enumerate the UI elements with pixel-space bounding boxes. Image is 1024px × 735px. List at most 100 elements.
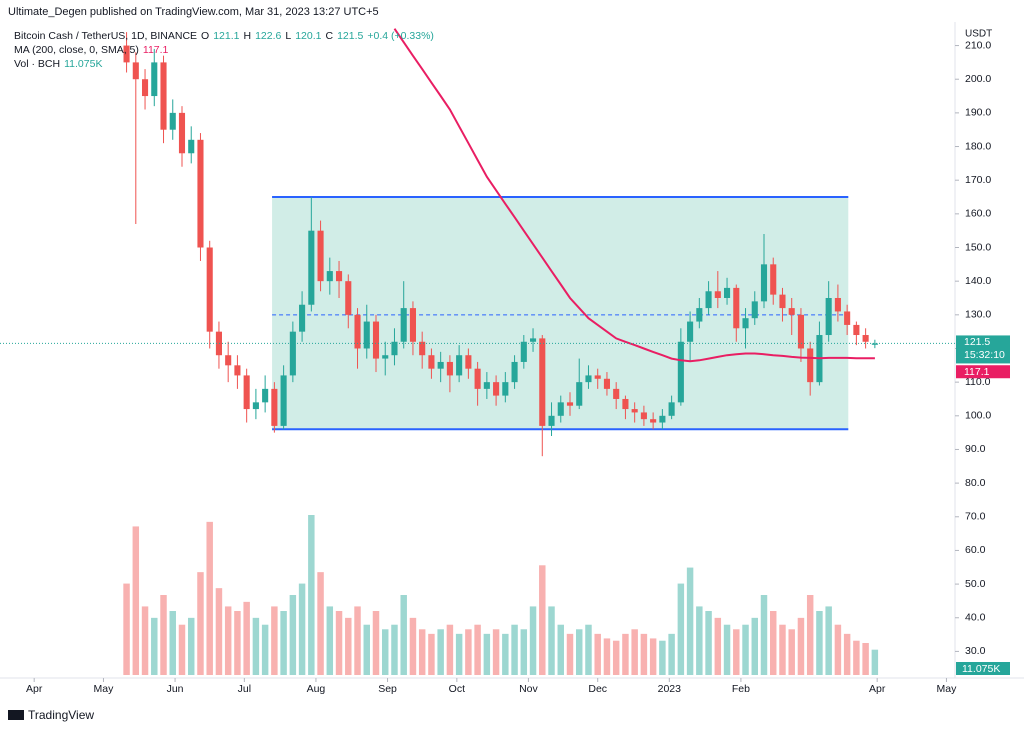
y-tick-label: 70.0 [965, 511, 986, 523]
x-tick-label: May [937, 683, 958, 695]
candle-body [788, 308, 795, 315]
volume-bar [400, 595, 407, 675]
volume-bar [446, 624, 454, 675]
header: Ultimate_Degen published on TradingView.… [8, 6, 379, 18]
candle-body [714, 291, 721, 298]
volume-bar [483, 633, 491, 675]
volume-bar [871, 649, 879, 675]
volume-tag [956, 662, 1010, 675]
candle-body [363, 321, 370, 349]
volume-bar [363, 624, 370, 675]
volume-bar [566, 633, 574, 675]
candle-body [419, 341, 426, 356]
candle-body [696, 308, 703, 322]
x-tick-label: Oct [449, 683, 465, 695]
volume-bar [317, 572, 324, 675]
axis-unit: USDT [965, 29, 992, 40]
candle-body [391, 341, 398, 356]
candle-body [807, 348, 814, 383]
candle-body [317, 230, 324, 282]
candle-body [594, 375, 601, 379]
volume-bar [224, 606, 232, 675]
y-tick-label: 80.0 [965, 477, 986, 489]
candle-body [354, 314, 361, 349]
volume-bar [141, 606, 149, 675]
volume-bar [816, 611, 823, 675]
candle-body [271, 388, 278, 426]
legend-text: L [285, 30, 291, 42]
candle-body [659, 415, 666, 423]
candle-body [640, 412, 647, 420]
candle-body [474, 368, 481, 389]
ma-line [393, 28, 875, 363]
candle-body [502, 382, 509, 396]
x-tick-label: Apr [869, 683, 886, 695]
candle-body [123, 45, 130, 63]
legend-text: 11.075K [64, 58, 102, 70]
volume-bar [677, 583, 685, 675]
volume-bar [178, 624, 186, 675]
volume-tag-value: 11.075K [962, 663, 1000, 675]
volume-bar [659, 640, 666, 675]
candle-body [493, 382, 500, 396]
volume-bar [557, 624, 564, 675]
volume-bar [271, 606, 278, 675]
candle-body [650, 419, 657, 423]
volume-bar [631, 629, 638, 675]
x-tick-label: Feb [732, 683, 750, 695]
price-tag [956, 335, 1010, 364]
volume-bar [280, 611, 287, 675]
candle-body [770, 264, 777, 295]
y-tick-label: 130.0 [965, 309, 991, 321]
candle-body [529, 338, 537, 342]
candle-body [853, 324, 860, 336]
candle-body [871, 343, 878, 345]
candle-body [557, 402, 564, 416]
candle-body [779, 294, 786, 309]
volume-bar [455, 633, 463, 675]
volume-bar [696, 606, 703, 675]
volume-bar [529, 606, 537, 675]
volume-bar [788, 629, 795, 675]
volume-bar [252, 617, 260, 675]
volume-bar [511, 624, 518, 675]
volume-bar [345, 617, 352, 675]
candle-body [631, 409, 638, 413]
y-tick-label: 190.0 [965, 107, 991, 119]
candle-body [844, 311, 851, 325]
candle-body [289, 331, 296, 376]
x-tick-label: 2023 [658, 683, 682, 695]
candle-body [742, 318, 749, 329]
volume-bar [492, 629, 500, 675]
candle-body [613, 388, 620, 399]
plot [123, 28, 879, 675]
legend-text: C [326, 30, 334, 42]
volume-bar [261, 624, 269, 675]
volume-bar [335, 611, 343, 675]
ma-tag-value: 117.1 [964, 366, 990, 378]
candle-body [243, 375, 250, 410]
candle-body [262, 388, 269, 403]
x-tick-label: Nov [519, 683, 538, 695]
candle-body [576, 382, 583, 406]
candle-body [308, 230, 315, 305]
candle-body [132, 62, 139, 80]
candle-body [225, 355, 232, 366]
candle-body [520, 341, 527, 362]
footer: TradingView [28, 708, 94, 722]
logo [8, 710, 24, 720]
volume-bar [298, 583, 306, 675]
volume-bar [123, 583, 130, 675]
candle-body [705, 291, 712, 309]
volume-bar [640, 633, 648, 675]
volume-bar [585, 624, 592, 675]
y-tick-label: 200.0 [965, 73, 991, 85]
volume-bar [520, 629, 528, 675]
candle-body [280, 375, 287, 426]
candle-body [825, 297, 832, 336]
volume-bar [289, 595, 297, 675]
volume-bar [474, 624, 481, 675]
volume-bar [169, 611, 176, 675]
candle-body [456, 355, 463, 376]
